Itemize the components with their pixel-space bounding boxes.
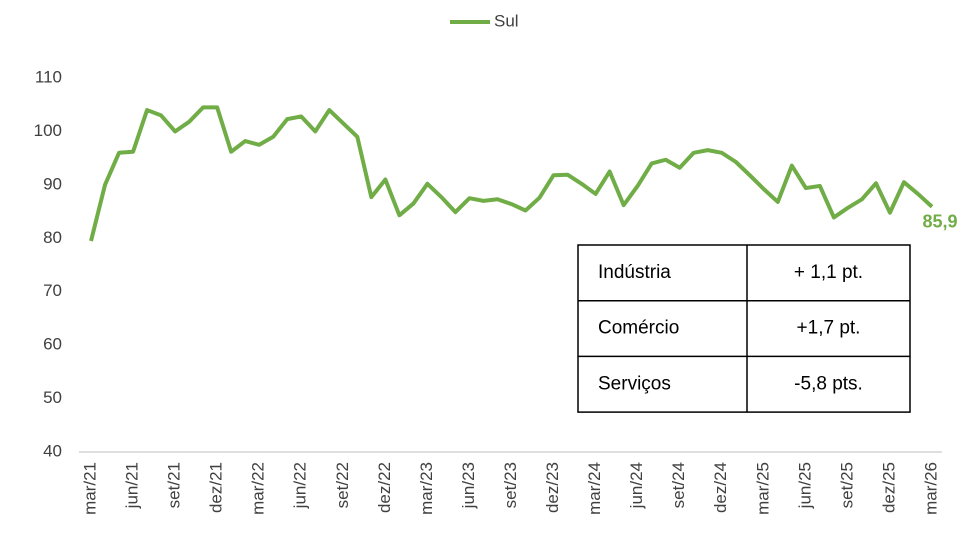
table-cell: Comércio (598, 318, 679, 339)
x-tick-label: jun/24 (627, 462, 646, 509)
x-tick-label: jun/25 (795, 462, 814, 509)
x-tick-label: mar/22 (249, 462, 268, 515)
x-tick-label: mar/23 (417, 462, 436, 515)
table-cell: Indústria (598, 262, 671, 283)
x-tick-label: dez/23 (543, 462, 562, 513)
x-tick-label: dez/22 (375, 462, 394, 513)
x-tick-label: jun/22 (291, 462, 310, 509)
table-box (577, 244, 911, 413)
x-tick-label: mar/25 (753, 462, 772, 515)
y-tick-label: 40 (43, 441, 62, 460)
x-tick-label: mar/24 (585, 462, 604, 515)
x-tick-label: set/25 (837, 462, 856, 508)
x-tick-label: jun/23 (459, 462, 478, 509)
table-cell: -5,8 pts. (794, 373, 863, 394)
line (89, 105, 934, 242)
y-tick-label: 110 (35, 67, 62, 86)
y-tick-label: 60 (43, 335, 62, 354)
x-tick-label: set/21 (165, 462, 184, 508)
x-tick-label: set/24 (669, 462, 688, 508)
table-cell: +1,7 pt. (797, 318, 861, 339)
x-tick-label: set/22 (333, 462, 352, 508)
y-tick-label: 100 (34, 121, 62, 140)
data-label: 85,9 (922, 212, 957, 232)
x-tick-label: jun/21 (123, 462, 142, 509)
y-tick-label: 90 (43, 174, 62, 193)
x-tick-label: dez/25 (879, 462, 898, 513)
x-tick-label: mar/26 (921, 462, 940, 515)
y-tick-label: 80 (43, 228, 62, 247)
x-tick-label: dez/21 (207, 462, 226, 513)
x-tick-label: dez/24 (711, 462, 730, 513)
table-cell: + 1,1 pt. (794, 262, 863, 283)
x-tick-label: mar/21 (80, 462, 99, 515)
y-tick-label: 70 (43, 281, 62, 300)
x-tick-label: set/23 (501, 462, 520, 508)
legend-label: Sul (494, 11, 519, 30)
y-tick-label: 50 (43, 388, 62, 407)
table-cell: Serviços (598, 373, 671, 394)
